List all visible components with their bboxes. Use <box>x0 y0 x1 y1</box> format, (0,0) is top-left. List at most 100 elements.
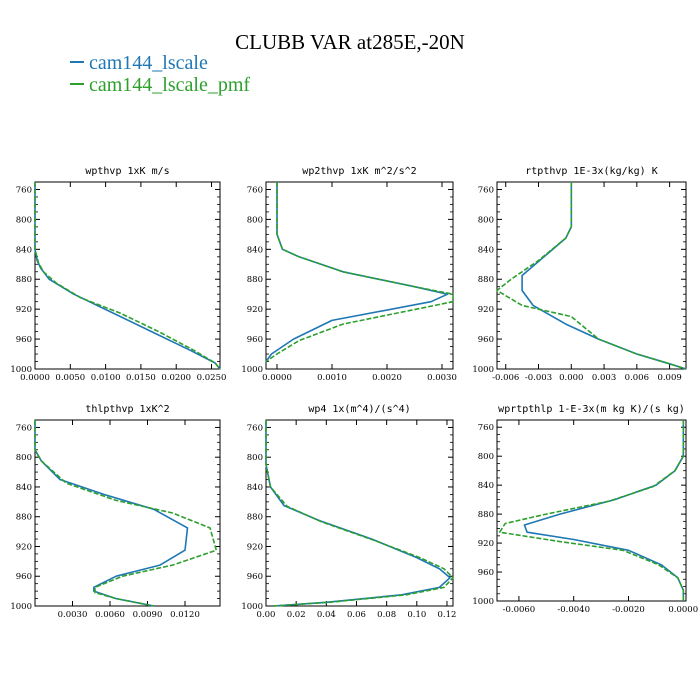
series-line-cam144-lscale-pmf <box>265 420 454 607</box>
legend-line-1-icon <box>70 61 84 64</box>
y-tick-label: 1000 <box>472 365 494 375</box>
subplot-title: wp4 1x(m^4)/(s^4) <box>308 404 410 415</box>
y-tick-label: 840 <box>16 245 32 255</box>
x-tick-label: 0.08 <box>377 610 396 620</box>
x-tick-label: 0.0250 <box>197 373 227 383</box>
series-line-cam144-lscale <box>265 182 449 362</box>
y-tick-label: 840 <box>247 245 263 255</box>
legend-label-2: cam144_lscale_pmf <box>89 74 251 96</box>
y-tick-label: 840 <box>478 245 494 255</box>
x-tick-label: 0.0090 <box>133 610 163 620</box>
legend-entry-2: cam144_lscale_pmf <box>70 74 250 97</box>
series-line-cam144-lscale <box>34 182 221 370</box>
series-line-cam144-lscale-pmf <box>498 420 685 601</box>
x-tick-label: 0.0100 <box>91 373 121 383</box>
y-tick-label: 920 <box>247 542 263 552</box>
y-tick-label: 760 <box>478 185 494 195</box>
series-line-cam144-lscale-pmf <box>34 420 218 607</box>
x-tick-label: 0.0120 <box>170 610 200 620</box>
legend-entry-1: cam144_lscale <box>70 52 208 75</box>
y-tick-label: 960 <box>247 572 263 582</box>
legend-line-2-icon <box>70 83 84 86</box>
y-tick-label: 920 <box>16 305 32 315</box>
x-tick-label: 0.00 <box>257 610 276 620</box>
y-tick-label: 800 <box>16 453 32 463</box>
y-tick-label: 1000 <box>10 602 32 612</box>
x-tick-label: 0.003 <box>592 373 616 383</box>
plot-frame <box>265 181 454 370</box>
y-tick-label: 800 <box>478 215 494 225</box>
figure-title: CLUBB VAR at285E,-20N <box>235 30 465 54</box>
x-tick-label: -0.006 <box>492 373 519 383</box>
y-tick-label: 960 <box>478 568 494 578</box>
x-tick-label: 0.0030 <box>427 373 457 383</box>
plot-frame <box>34 419 221 607</box>
y-tick-label: 760 <box>16 185 32 195</box>
y-tick-label: 960 <box>247 335 263 345</box>
y-tick-label: 880 <box>247 275 263 285</box>
y-tick-label: 1000 <box>241 365 263 375</box>
x-tick-label: 0.006 <box>625 373 649 383</box>
x-tick-label: 0.0060 <box>95 610 125 620</box>
y-tick-label: 840 <box>247 483 263 493</box>
subplot-4: thlpthvp 1xK^2 760 800 840 880 920 960 1000 0.00… <box>10 404 221 620</box>
subplot-title: wp2thvp 1xK m^2/s^2 <box>302 166 416 177</box>
x-tick-label: -0.0020 <box>612 605 645 615</box>
y-tick-label: 960 <box>16 572 32 582</box>
subplot-title: rtpthvp 1E-3x(kg/kg) K <box>525 166 657 177</box>
x-tick-label: 0.02 <box>287 610 306 620</box>
y-tick-label: 920 <box>16 542 32 552</box>
y-tick-label: 920 <box>478 305 494 315</box>
x-tick-label: 0.000 <box>559 373 583 383</box>
y-tick-label: 760 <box>16 423 32 433</box>
x-tick-label: 0.04 <box>317 610 336 620</box>
legend-label-1: cam144_lscale <box>89 52 208 74</box>
y-tick-label: 1000 <box>472 597 494 607</box>
plot-frame <box>34 181 221 370</box>
plot-frame <box>496 419 687 602</box>
y-tick-label: 880 <box>16 513 32 523</box>
series-line-cam144-lscale-pmf <box>34 182 221 370</box>
y-tick-label: 880 <box>478 510 494 520</box>
x-tick-label: -0.003 <box>525 373 552 383</box>
x-tick-label: 0.0030 <box>58 610 88 620</box>
subplot-title: wprtpthlp 1-E-3x(m kg K)/(s kg) <box>498 404 685 415</box>
subplot-5: wp4 1x(m^4)/(s^4)76080084088092096010000… <box>241 404 456 620</box>
y-tick-label: 800 <box>478 452 494 462</box>
subplot-title: wpthvp 1xK m/s <box>85 166 169 177</box>
y-tick-label: 760 <box>247 423 263 433</box>
x-tick-label: 0.0020 <box>372 373 402 383</box>
y-tick-label: 800 <box>16 215 32 225</box>
y-tick-label: 840 <box>478 481 494 491</box>
x-tick-label: -0.0060 <box>503 605 536 615</box>
y-tick-label: 920 <box>247 305 263 315</box>
y-tick-label: 800 <box>247 453 263 463</box>
subplot-2: wp2thvp 1xK m^2/s^2 760 800 840 880 920 960 100… <box>241 166 457 383</box>
y-tick-label: 800 <box>247 215 263 225</box>
x-tick-label: 0.10 <box>407 610 426 620</box>
subplot-title: thlpthvp 1xK^2 <box>85 404 169 415</box>
series-line-cam144-lscale <box>265 420 451 607</box>
y-tick-label: 760 <box>247 185 263 195</box>
y-tick-label: 840 <box>16 483 32 493</box>
x-tick-label: 0.0000 <box>668 605 698 615</box>
x-tick-label: 0.009 <box>657 373 681 383</box>
x-tick-label: 0.0010 <box>317 373 347 383</box>
x-tick-label: 0.06 <box>347 610 366 620</box>
y-tick-label: 1000 <box>241 602 263 612</box>
y-tick-label: 920 <box>478 539 494 549</box>
subplot-3: rtpthvp 1E-3x(kg/kg) K 760 800 840 880 920 960… <box>472 166 687 383</box>
series-line-cam144-lscale <box>523 420 685 601</box>
y-tick-label: 880 <box>16 275 32 285</box>
x-tick-label: 0.12 <box>437 610 456 620</box>
x-tick-label: 0.0200 <box>161 373 191 383</box>
x-tick-label: 0.0000 <box>20 373 50 383</box>
y-tick-label: 1000 <box>10 365 32 375</box>
y-tick-label: 960 <box>478 335 494 345</box>
x-tick-label: 0.0000 <box>262 373 292 383</box>
series-line-cam144-lscale <box>521 182 687 370</box>
plot-frame <box>265 419 454 607</box>
series-line-cam144-lscale-pmf <box>496 182 687 370</box>
x-tick-label: 0.0150 <box>126 373 156 383</box>
y-tick-label: 880 <box>478 275 494 285</box>
